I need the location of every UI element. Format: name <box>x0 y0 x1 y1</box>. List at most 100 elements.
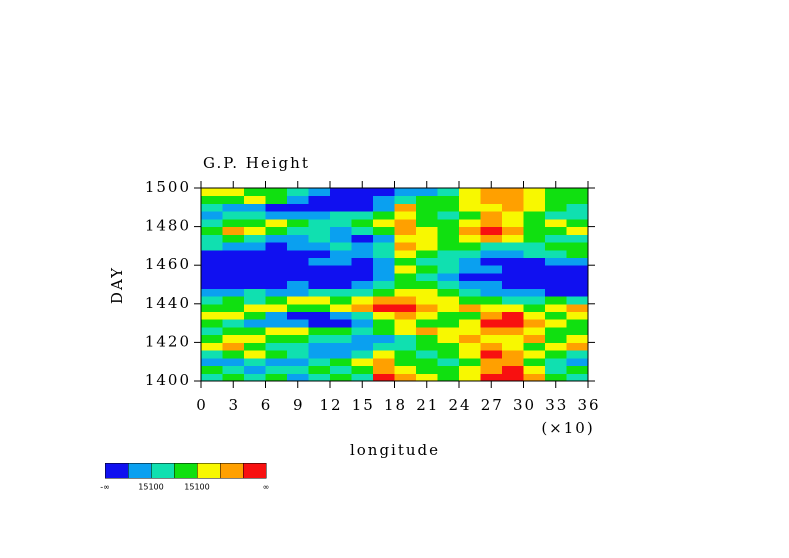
heatmap-cell <box>394 288 417 297</box>
heatmap-cell <box>566 311 589 320</box>
heatmap-cell <box>502 357 524 367</box>
heatmap-cell <box>201 319 223 328</box>
heatmap-cell <box>523 288 546 297</box>
heatmap-cell <box>308 334 331 343</box>
heatmap-cell <box>416 326 438 336</box>
heatmap-cell <box>480 319 503 328</box>
heatmap-cell <box>244 272 266 282</box>
heatmap-cell <box>308 226 331 235</box>
heatmap-cell <box>459 188 481 197</box>
heatmap-cell <box>523 334 546 343</box>
heatmap-cell <box>222 334 245 343</box>
heatmap-cell <box>459 234 481 243</box>
colorbar-label: 15100 <box>138 483 163 492</box>
x-tick-label: 3 <box>228 396 240 414</box>
heatmap-cell <box>330 357 352 367</box>
heatmap-cell <box>222 218 245 228</box>
heatmap-cell <box>287 342 309 351</box>
heatmap-cell <box>222 195 245 204</box>
heatmap-cell <box>308 319 331 328</box>
heatmap-cell <box>502 334 524 343</box>
x-tick-label: 30 <box>513 396 536 414</box>
heatmap-cell <box>351 195 374 204</box>
heatmap-cell <box>287 257 309 266</box>
heatmap-cell <box>502 350 524 359</box>
heatmap-cell <box>545 265 567 274</box>
x-tick-label: 21 <box>416 396 439 414</box>
heatmap-cell <box>201 249 223 258</box>
heatmap-cell <box>222 226 245 235</box>
heatmap-cell <box>566 342 589 351</box>
heatmap-cell <box>480 203 503 212</box>
heatmap-cell <box>545 342 567 351</box>
heatmap-cell <box>545 296 567 305</box>
heatmap-cell <box>523 296 546 305</box>
heatmap-cell <box>244 311 266 320</box>
heatmap-cell <box>373 211 395 220</box>
heatmap-cell <box>330 211 352 220</box>
heatmap-cell <box>394 296 417 305</box>
heatmap-cell <box>416 288 438 297</box>
heatmap-cell <box>459 288 481 297</box>
heatmap-cell <box>373 319 395 328</box>
heatmap-cell <box>287 249 309 258</box>
heatmap-cell <box>308 350 331 359</box>
heatmap-cell <box>523 319 546 328</box>
heatmap-cell <box>545 249 567 258</box>
heatmap-cell <box>330 265 352 274</box>
x-tick-label: 6 <box>261 396 273 414</box>
heatmap-cell <box>545 334 567 343</box>
heatmap-cell <box>330 257 352 266</box>
heatmap-cell <box>394 203 417 212</box>
heatmap-cell <box>265 226 288 235</box>
x-tick-label: 36 <box>577 396 600 414</box>
heatmap-cell <box>502 211 524 220</box>
heatmap-cell <box>244 234 266 243</box>
heatmap-cell <box>523 242 546 251</box>
heatmap-cell <box>480 280 503 289</box>
heatmap-cell <box>222 319 245 328</box>
heatmap-cell <box>351 257 374 266</box>
heatmap-cell <box>244 357 266 367</box>
heatmap-cell <box>201 303 223 313</box>
heatmap-cell <box>201 257 223 266</box>
heatmap-cell <box>523 326 546 336</box>
heatmap-cell <box>351 226 374 235</box>
heatmap-cell <box>351 288 374 297</box>
heatmap-cell <box>222 257 245 266</box>
heatmap-cell <box>244 188 266 197</box>
heatmap-cell <box>330 342 352 351</box>
heatmap-cell <box>459 342 481 351</box>
heatmap-cell <box>265 373 288 382</box>
heatmap-cell <box>373 342 395 351</box>
colorbar-label: 15100 <box>184 483 209 492</box>
heatmap-cell <box>416 350 438 359</box>
heatmap-cell <box>480 211 503 220</box>
heatmap-cell <box>416 188 438 197</box>
colorbar-box <box>173 462 198 479</box>
heatmap-cell <box>330 365 352 374</box>
heatmap-cell <box>308 365 331 374</box>
heatmap-cell <box>566 280 589 289</box>
x-tick-label: 27 <box>481 396 504 414</box>
heatmap-cell <box>351 272 374 282</box>
x-multiplier: (×10) <box>541 419 594 437</box>
heatmap-cell <box>437 195 460 204</box>
heatmap-cell <box>545 257 567 266</box>
heatmap-cell <box>566 319 589 328</box>
heatmap-cell <box>330 218 352 228</box>
heatmap-cell <box>201 242 223 251</box>
heatmap-cell <box>373 296 395 305</box>
heatmap-cell <box>287 373 309 382</box>
heatmap-cell <box>394 326 417 336</box>
heatmap-cell <box>523 257 546 266</box>
x-tick-label: 12 <box>319 396 342 414</box>
heatmap-cell <box>287 350 309 359</box>
heatmap-cell <box>351 242 374 251</box>
heatmap-cell <box>222 373 245 382</box>
heatmap-cell <box>244 265 266 274</box>
heatmap-cell <box>459 211 481 220</box>
heatmap-cell <box>222 203 245 212</box>
heatmap-cell <box>480 311 503 320</box>
